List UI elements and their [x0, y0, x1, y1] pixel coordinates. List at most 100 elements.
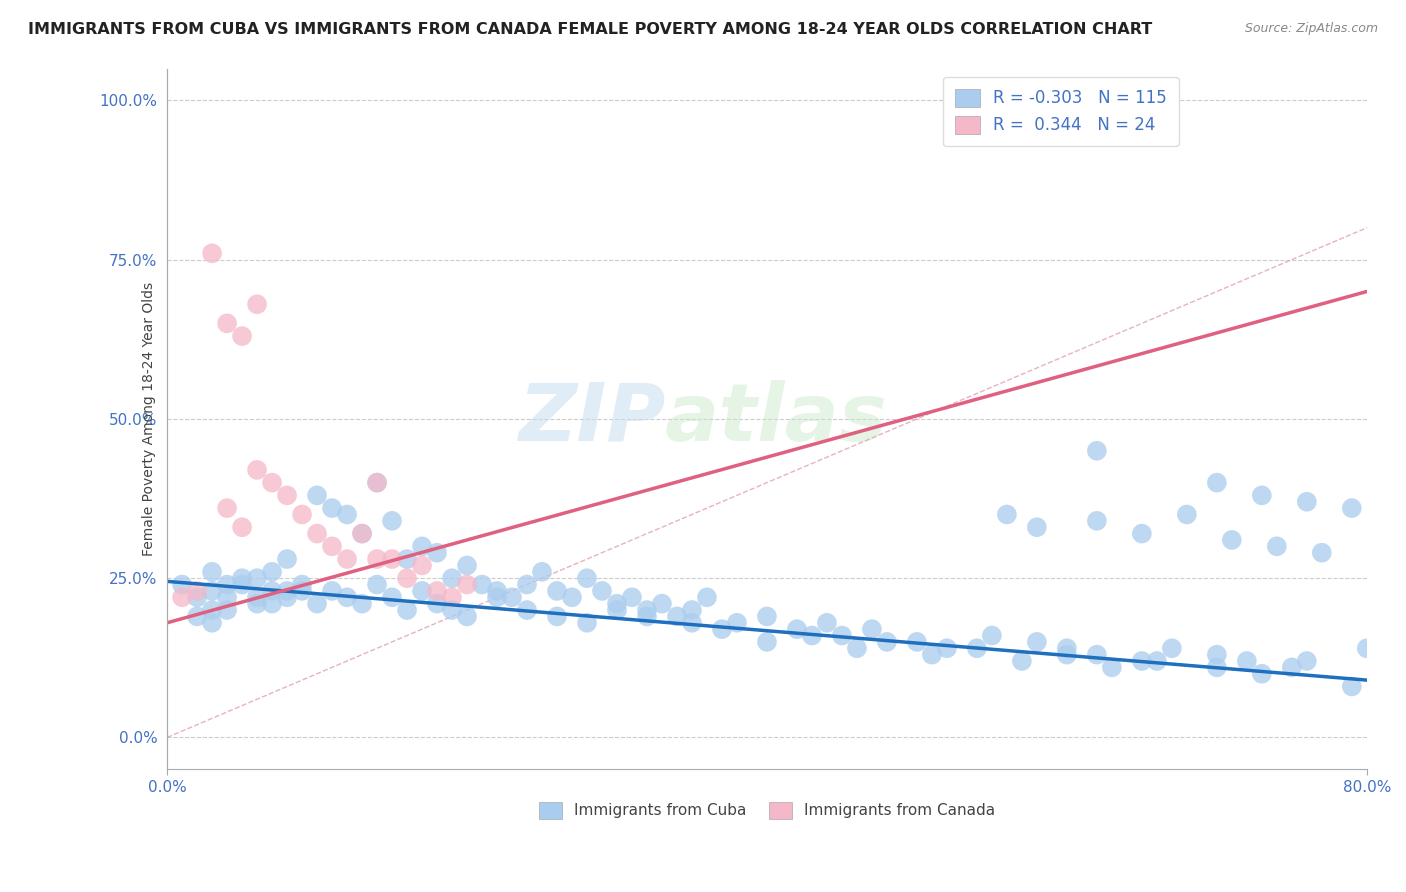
- Point: [395, 552, 418, 566]
- Text: IMMIGRANTS FROM CUBA VS IMMIGRANTS FROM CANADA FEMALE POVERTY AMONG 18-24 YEAR O: IMMIGRANTS FROM CUBA VS IMMIGRANTS FROM …: [28, 22, 1153, 37]
- Point: [231, 520, 253, 534]
- Point: [201, 615, 224, 630]
- Point: [471, 577, 494, 591]
- Point: [291, 583, 314, 598]
- Point: [1025, 635, 1047, 649]
- Point: [831, 628, 853, 642]
- Point: [246, 297, 269, 311]
- Point: [260, 597, 283, 611]
- Point: [231, 329, 253, 343]
- Point: [411, 583, 433, 598]
- Point: [1250, 488, 1272, 502]
- Point: [546, 609, 568, 624]
- Point: [291, 577, 314, 591]
- Point: [1056, 648, 1078, 662]
- Point: [172, 591, 194, 605]
- Point: [575, 615, 598, 630]
- Point: [366, 475, 388, 490]
- Point: [305, 488, 328, 502]
- Point: [485, 583, 508, 598]
- Point: [350, 526, 373, 541]
- Point: [1175, 508, 1198, 522]
- Point: [215, 591, 238, 605]
- Point: [456, 577, 478, 591]
- Point: [336, 552, 359, 566]
- Point: [1056, 641, 1078, 656]
- Point: [395, 571, 418, 585]
- Point: [1295, 654, 1317, 668]
- Point: [636, 603, 658, 617]
- Point: [381, 514, 404, 528]
- Point: [201, 565, 224, 579]
- Point: [755, 635, 778, 649]
- Point: [575, 571, 598, 585]
- Point: [1146, 654, 1168, 668]
- Point: [440, 571, 463, 585]
- Point: [905, 635, 928, 649]
- Point: [755, 609, 778, 624]
- Point: [1085, 514, 1108, 528]
- Point: [1295, 494, 1317, 508]
- Point: [591, 583, 613, 598]
- Point: [321, 539, 343, 553]
- Point: [291, 508, 314, 522]
- Point: [231, 571, 253, 585]
- Point: [246, 591, 269, 605]
- Point: [1310, 546, 1333, 560]
- Point: [366, 552, 388, 566]
- Point: [305, 526, 328, 541]
- Text: Source: ZipAtlas.com: Source: ZipAtlas.com: [1244, 22, 1378, 36]
- Point: [665, 609, 688, 624]
- Point: [516, 577, 538, 591]
- Point: [1205, 648, 1227, 662]
- Point: [1236, 654, 1258, 668]
- Point: [215, 501, 238, 516]
- Point: [485, 591, 508, 605]
- Point: [546, 583, 568, 598]
- Point: [530, 565, 553, 579]
- Point: [276, 583, 298, 598]
- Point: [845, 641, 868, 656]
- Point: [456, 609, 478, 624]
- Point: [1250, 666, 1272, 681]
- Point: [395, 603, 418, 617]
- Point: [1011, 654, 1033, 668]
- Text: ZIP: ZIP: [517, 380, 665, 458]
- Point: [800, 628, 823, 642]
- Point: [1355, 641, 1378, 656]
- Point: [1265, 539, 1288, 553]
- Point: [1085, 648, 1108, 662]
- Point: [1205, 475, 1227, 490]
- Point: [696, 591, 718, 605]
- Point: [440, 591, 463, 605]
- Point: [501, 591, 523, 605]
- Point: [561, 591, 583, 605]
- Point: [260, 583, 283, 598]
- Point: [725, 615, 748, 630]
- Point: [231, 577, 253, 591]
- Point: [426, 583, 449, 598]
- Point: [215, 603, 238, 617]
- Point: [620, 591, 643, 605]
- Point: [1130, 526, 1153, 541]
- Y-axis label: Female Poverty Among 18-24 Year Olds: Female Poverty Among 18-24 Year Olds: [142, 282, 156, 556]
- Point: [636, 609, 658, 624]
- Point: [1205, 660, 1227, 674]
- Point: [350, 597, 373, 611]
- Point: [381, 552, 404, 566]
- Point: [426, 546, 449, 560]
- Point: [336, 591, 359, 605]
- Point: [606, 597, 628, 611]
- Point: [1085, 443, 1108, 458]
- Point: [366, 577, 388, 591]
- Point: [246, 597, 269, 611]
- Point: [1160, 641, 1182, 656]
- Point: [456, 558, 478, 573]
- Point: [516, 603, 538, 617]
- Point: [860, 622, 883, 636]
- Point: [321, 583, 343, 598]
- Point: [980, 628, 1002, 642]
- Point: [201, 603, 224, 617]
- Point: [440, 603, 463, 617]
- Point: [201, 583, 224, 598]
